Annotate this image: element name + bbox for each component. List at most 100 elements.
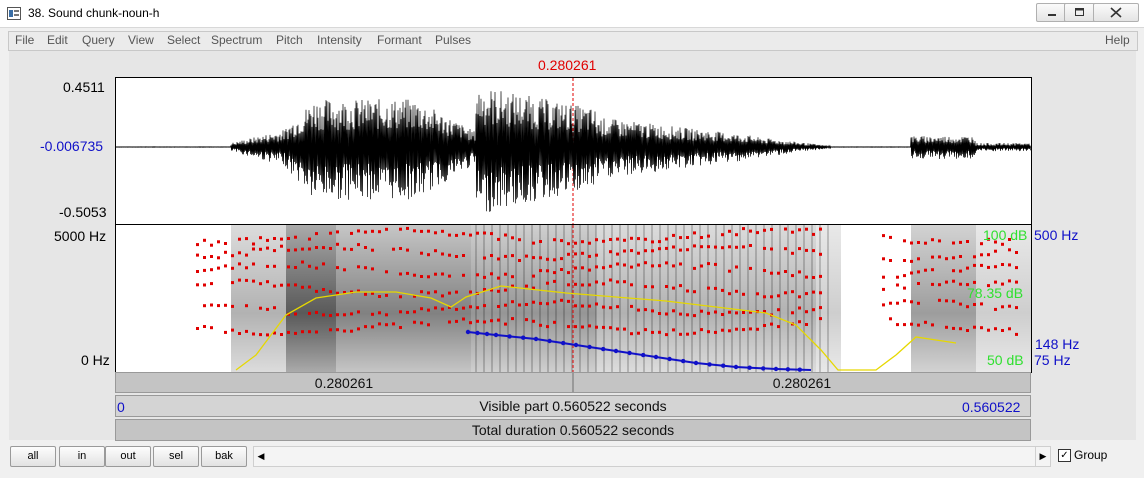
bottom-toolbar: all in out sel bak ◀ ▶ ✓ Group [0, 442, 1144, 478]
scroll-left-icon[interactable]: ◀ [257, 451, 265, 461]
formant-point [959, 255, 962, 258]
formant-point [581, 325, 584, 329]
formant-point [490, 272, 493, 276]
formant-point [273, 237, 276, 240]
formant-point [805, 310, 808, 314]
formant-point [994, 327, 997, 331]
formant-point [196, 253, 199, 257]
formant-point [259, 236, 262, 240]
formant-point [693, 314, 696, 318]
formant-point [917, 270, 920, 274]
formant-point [203, 268, 206, 272]
visible-part-bar[interactable]: Visible part 0.560522 seconds [115, 395, 1031, 417]
formant-point [658, 240, 661, 244]
formant-point [308, 264, 311, 268]
time-scrollbar[interactable]: ◀ ▶ [253, 446, 1051, 467]
formant-point [637, 308, 640, 312]
formant-point [980, 253, 983, 257]
menu-help[interactable]: Help [1105, 33, 1130, 47]
menu-edit[interactable]: Edit [47, 33, 68, 47]
formant-point [581, 304, 584, 308]
menu-select[interactable]: Select [167, 33, 201, 47]
minimize-icon [1048, 14, 1056, 16]
formant-point [784, 291, 787, 295]
formant-point [581, 251, 584, 255]
formant-point [581, 240, 584, 244]
zoom-all-button[interactable]: all [10, 446, 56, 467]
formant-point [322, 288, 325, 291]
formant-point [742, 292, 745, 296]
formant-point [707, 330, 710, 334]
spectrogram-panel[interactable] [115, 224, 1032, 373]
formant-point [497, 257, 500, 261]
time-segment-left[interactable]: 0.280261 [115, 372, 573, 393]
formant-point [588, 268, 591, 272]
formant-point [742, 245, 745, 249]
formant-point [623, 249, 626, 253]
formant-point [546, 281, 549, 285]
formant-point [315, 330, 318, 334]
scroll-right-icon[interactable]: ▶ [1035, 447, 1050, 466]
visible-end-value: 0.560522 [962, 399, 1021, 415]
formant-point [756, 327, 759, 331]
formant-point [609, 306, 612, 310]
formant-point [574, 266, 577, 270]
menu-pulses[interactable]: Pulses [435, 33, 472, 47]
menu-view[interactable]: View [128, 33, 154, 47]
formant-point [231, 328, 234, 332]
formant-point [238, 278, 241, 282]
formant-point [196, 327, 199, 330]
total-duration-bar[interactable]: Total duration 0.560522 seconds [115, 419, 1031, 441]
zoom-selection-button[interactable]: sel [153, 446, 199, 467]
formant-point [595, 302, 598, 306]
formant-point [574, 252, 577, 256]
formant-point [889, 317, 892, 321]
formant-point [805, 323, 808, 326]
formant-point [595, 265, 598, 269]
waveform-panel[interactable] [115, 77, 1032, 225]
formant-point [364, 325, 367, 329]
menu-file[interactable]: File [15, 33, 35, 47]
zoom-in-button[interactable]: in [59, 446, 105, 467]
group-checkbox[interactable]: ✓ [1058, 449, 1071, 462]
formant-point [427, 229, 430, 233]
formant-point [231, 254, 234, 258]
menu-query[interactable]: Query [82, 33, 115, 47]
menu-bar: File Edit Query View Select Spectrum Pit… [8, 31, 1138, 51]
pitch-point [493, 332, 499, 338]
zoom-back-button[interactable]: bak [201, 446, 247, 467]
formant-point [798, 270, 801, 274]
formant-point [588, 254, 591, 258]
formant-point [672, 245, 675, 249]
formant-point [945, 299, 948, 303]
formant-point [1001, 305, 1004, 309]
time-segment-right[interactable]: 0.280261 [573, 372, 1031, 393]
formant-point [994, 307, 997, 311]
pitch-max-label: 500 Hz [1034, 227, 1079, 243]
formant-point [784, 247, 787, 251]
formant-point [903, 239, 906, 243]
restore-button[interactable] [1064, 3, 1096, 22]
menu-formant[interactable]: Formant [377, 33, 422, 47]
formant-point [770, 247, 773, 251]
formant-point [966, 266, 969, 270]
menu-intensity[interactable]: Intensity [317, 33, 362, 47]
close-button[interactable] [1093, 3, 1139, 22]
formant-point [427, 275, 430, 279]
formant-point [910, 241, 913, 245]
formant-point [931, 238, 934, 242]
pitch-point [484, 331, 490, 337]
formant-point [686, 332, 689, 336]
formant-point [665, 312, 668, 316]
formant-point [966, 305, 969, 309]
formant-point [588, 241, 591, 245]
formant-point [700, 328, 703, 332]
formant-point [294, 331, 297, 335]
menu-spectrum[interactable]: Spectrum [211, 33, 263, 47]
menu-pitch[interactable]: Pitch [276, 33, 303, 47]
formant-point [1001, 329, 1004, 332]
zoom-out-button[interactable]: out [105, 446, 151, 467]
formant-point [623, 263, 626, 267]
formant-point [735, 245, 738, 249]
formant-point [987, 328, 990, 332]
